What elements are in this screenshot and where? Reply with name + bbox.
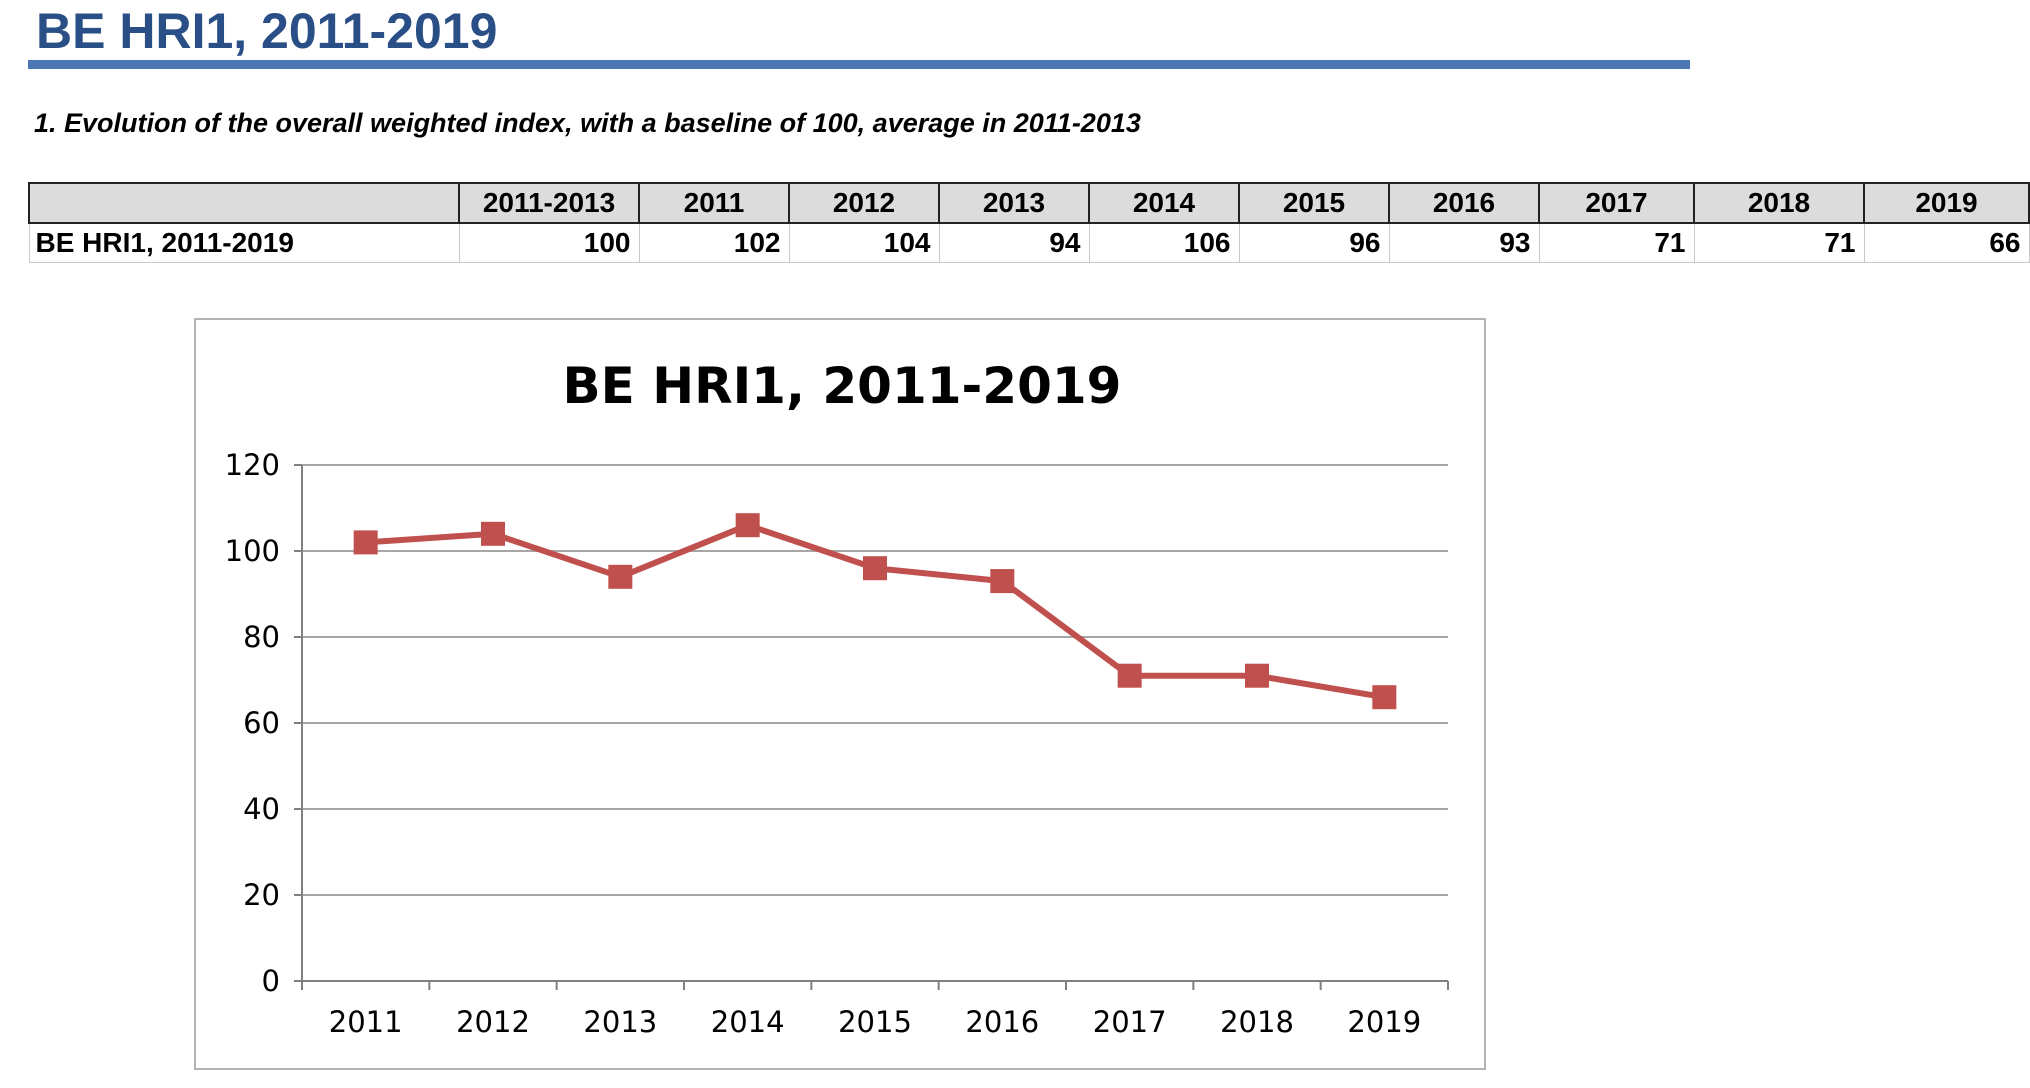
section-heading: 1. Evolution of the overall weighted ind… xyxy=(34,108,1141,138)
y-tick-label: 100 xyxy=(225,534,280,568)
table-cell: 102 xyxy=(638,222,790,263)
table-header-cell: 2015 xyxy=(1238,182,1390,224)
x-tick-label: 2016 xyxy=(965,1005,1039,1039)
y-tick-label: 20 xyxy=(243,878,280,912)
data-point xyxy=(353,530,378,555)
table-header-cell: 2017 xyxy=(1538,182,1695,224)
y-tick-label: 40 xyxy=(243,792,280,826)
x-tick-label: 2017 xyxy=(1093,1005,1167,1039)
data-point xyxy=(481,521,505,546)
table-row-label: BE HRI1, 2011-2019 xyxy=(28,222,460,263)
data-point xyxy=(990,569,1015,594)
table-header-cell: 2016 xyxy=(1388,182,1540,224)
y-tick-label: 120 xyxy=(225,448,280,482)
x-tick-label: 2018 xyxy=(1220,1005,1294,1039)
title-underline xyxy=(28,60,1690,69)
table-header-cell xyxy=(28,182,460,224)
data-point xyxy=(1372,685,1397,710)
table-header-cell: 2019 xyxy=(1863,182,2030,224)
y-tick-label: 80 xyxy=(243,620,280,654)
data-point xyxy=(863,556,887,581)
data-point xyxy=(1245,663,1269,688)
table-cell: 106 xyxy=(1088,222,1240,263)
chart-title: BE HRI1, 2011-2019 xyxy=(563,357,1122,415)
x-tick-label: 2013 xyxy=(583,1005,657,1039)
table-header-cell: 2012 xyxy=(788,182,940,224)
table-header-cell: 2014 xyxy=(1088,182,1240,224)
table-header-cell: 2011-2013 xyxy=(458,182,640,224)
chart-frame: BE HRI1, 2011-2019 0 20 40 60 80 100 120 2011 20… xyxy=(194,318,1486,1070)
x-tick-label: 2019 xyxy=(1347,1005,1421,1039)
y-tick-label: 60 xyxy=(243,706,280,740)
table-header-row: 2011-2013 2011 2012 2013 2014 2015 2016 … xyxy=(28,182,2030,224)
table-cell: 71 xyxy=(1538,222,1695,263)
table-header-cell: 2018 xyxy=(1693,182,1865,224)
page-title: BE HRI1, 2011-2019 xyxy=(36,3,498,59)
table-cell: 66 xyxy=(1863,222,2030,263)
table-cell: 71 xyxy=(1693,222,1865,263)
table-cell: 96 xyxy=(1238,222,1390,263)
data-point xyxy=(1117,663,1142,688)
y-tick-label: 0 xyxy=(262,964,280,998)
table-row: BE HRI1, 2011-2019 100 102 104 94 106 96… xyxy=(28,222,2030,263)
x-tick-label: 2011 xyxy=(329,1005,403,1039)
x-tick-label: 2015 xyxy=(838,1005,912,1039)
data-point xyxy=(735,513,760,538)
data-point xyxy=(608,564,633,589)
table-header-cell: 2013 xyxy=(938,182,1090,224)
table-cell: 104 xyxy=(788,222,940,263)
x-tick-label: 2014 xyxy=(711,1005,785,1039)
index-table: 2011-2013 2011 2012 2013 2014 2015 2016 … xyxy=(28,182,2030,263)
x-tick-label: 2012 xyxy=(456,1005,530,1039)
table-header-cell: 2011 xyxy=(638,182,790,224)
line-chart: BE HRI1, 2011-2019 0 20 40 60 80 100 120 2011 20… xyxy=(225,357,1449,1039)
table-cell: 94 xyxy=(938,222,1090,263)
table-cell: 100 xyxy=(458,222,640,263)
table-cell: 93 xyxy=(1388,222,1540,263)
